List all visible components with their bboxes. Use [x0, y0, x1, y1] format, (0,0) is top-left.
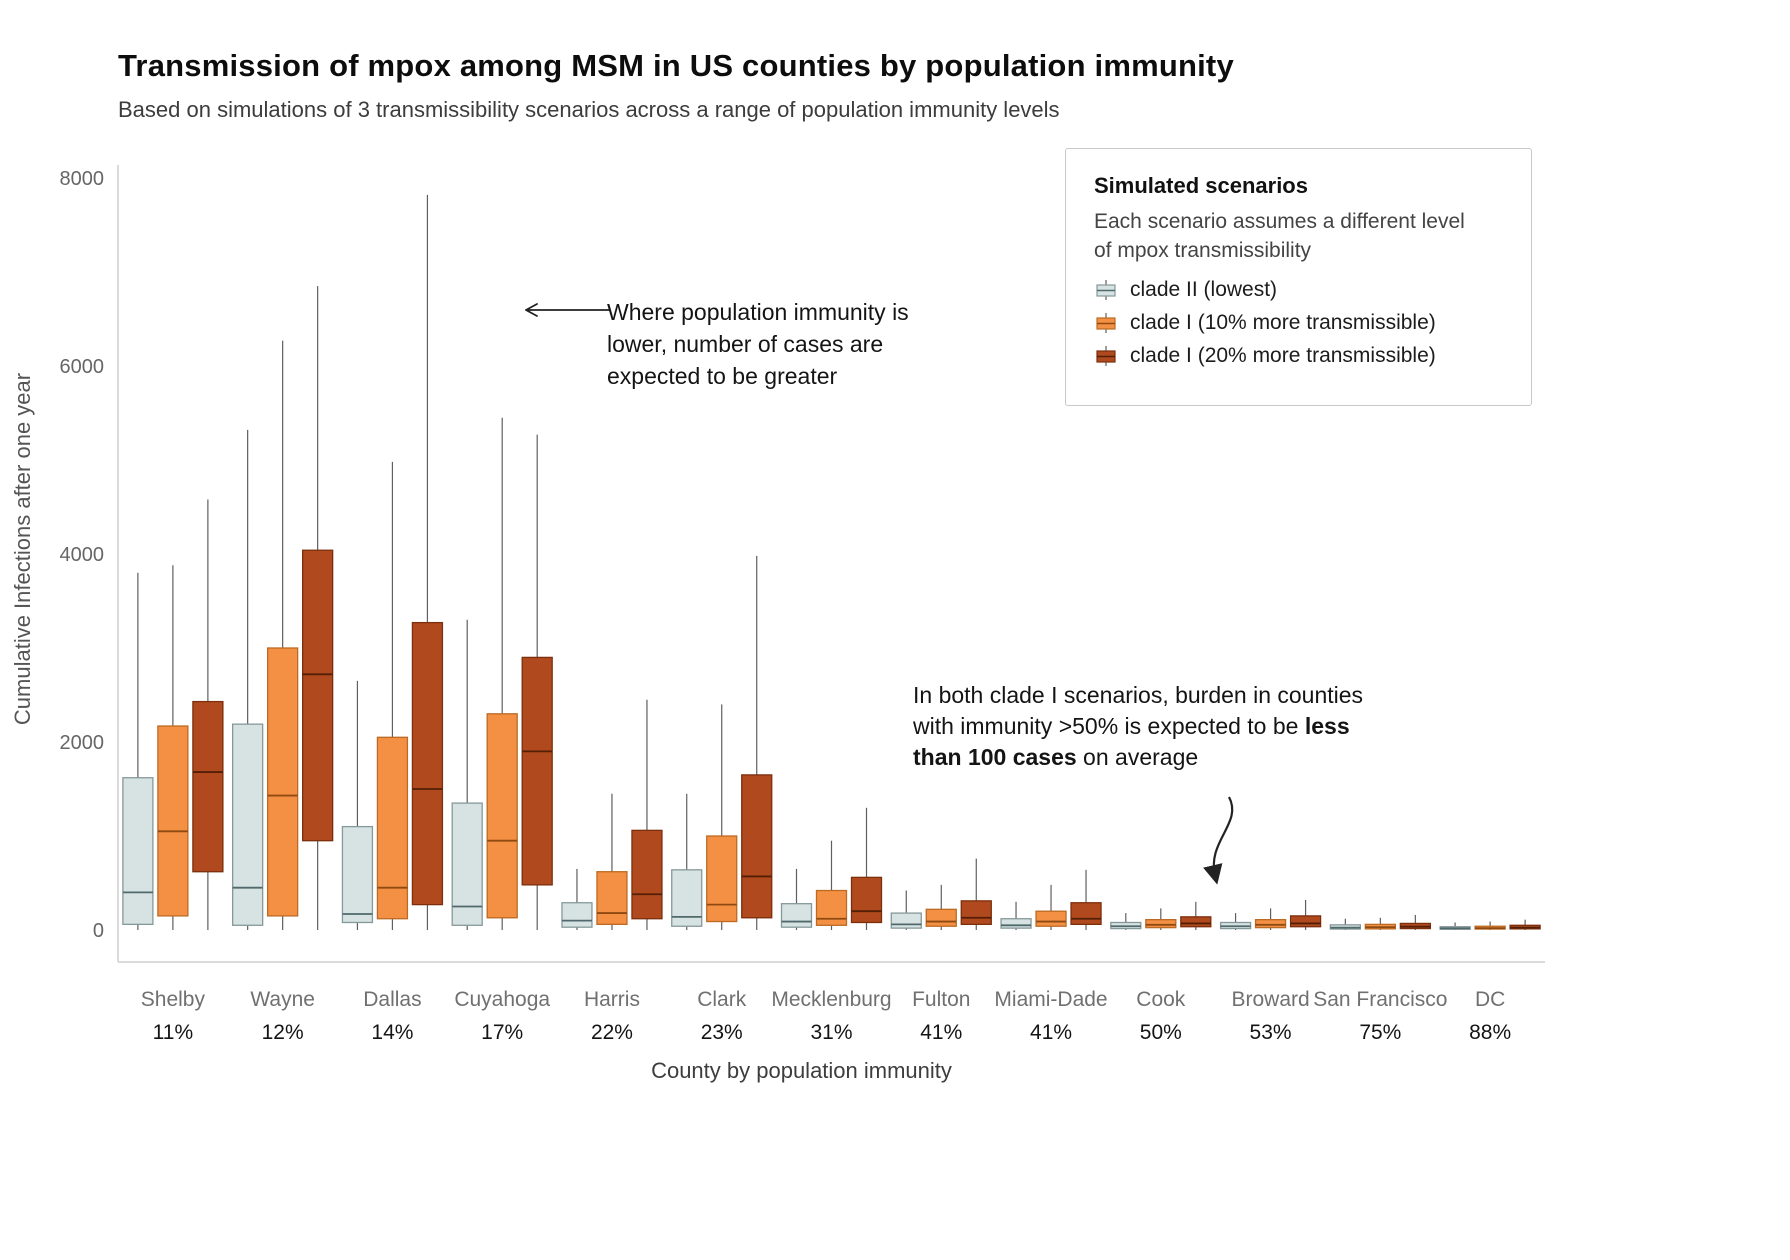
box — [890, 912, 922, 929]
legend-item-label: clade I (20% more transmissible) — [1130, 344, 1436, 367]
box — [122, 777, 154, 926]
county-label: Broward — [1231, 988, 1309, 1011]
county-label: Cook — [1136, 988, 1186, 1011]
county-label: Shelby — [141, 988, 206, 1011]
box — [815, 889, 848, 926]
boxplot-swatch-icon — [1096, 313, 1116, 333]
county-label: Clark — [697, 988, 747, 1011]
box — [741, 774, 773, 919]
box — [1254, 919, 1287, 929]
annotation-bold-text: less than 100 cases — [913, 713, 1350, 770]
legend-item-clade2: clade II (lowest) — [1094, 278, 1503, 302]
chart-subtitle: Based on simulations of 3 transmissibili… — [118, 97, 1060, 122]
box — [1070, 902, 1102, 926]
box — [486, 713, 518, 919]
legend-title: Simulated scenarios — [1094, 173, 1308, 198]
y-tick-label: 4000 — [60, 544, 105, 566]
box — [780, 903, 813, 928]
immunity-label: 23% — [701, 1021, 743, 1044]
box — [267, 647, 299, 917]
immunity-label: 17% — [481, 1021, 523, 1044]
immunity-label: 14% — [371, 1021, 413, 1044]
annotation-text: on average — [1076, 744, 1199, 770]
box — [1145, 919, 1177, 929]
immunity-label: 41% — [1030, 1021, 1072, 1044]
boxplot-swatch-icon — [1096, 280, 1116, 300]
box — [561, 902, 593, 928]
immunity-label: 50% — [1140, 1021, 1182, 1044]
box — [631, 829, 663, 920]
y-tick-label: 6000 — [60, 356, 105, 378]
box — [1180, 916, 1212, 928]
box — [671, 869, 703, 927]
county-label: Fulton — [912, 988, 970, 1011]
curved-down-arrow-icon — [1203, 796, 1234, 885]
box — [232, 723, 264, 926]
county-label: Miami-Dade — [994, 988, 1107, 1011]
county-label: Cuyahoga — [454, 988, 550, 1011]
legend-item-label: clade I (10% more transmissible) — [1130, 311, 1436, 334]
immunity-label: 22% — [591, 1021, 633, 1044]
legend-description: Each scenario assumes a different level … — [1094, 210, 1465, 262]
county-label: Wayne — [250, 988, 315, 1011]
immunity-label: 88% — [1469, 1021, 1511, 1044]
box — [521, 656, 553, 886]
legend-item-clade1-10: clade I (10% more transmissible) — [1094, 311, 1503, 335]
box — [1000, 918, 1032, 929]
box — [960, 900, 992, 926]
immunity-label: 31% — [810, 1021, 852, 1044]
y-tick-label: 2000 — [60, 732, 105, 754]
x-axis-title: County by population immunity — [651, 1058, 952, 1083]
county-label: Dallas — [363, 988, 421, 1011]
y-tick-label: 8000 — [60, 168, 105, 190]
boxplot-swatch-icon — [1096, 346, 1116, 366]
county-label: DC — [1475, 988, 1505, 1011]
annotation-high-immunity: In both clade I scenarios, burden in cou… — [913, 680, 1391, 773]
box — [341, 825, 374, 924]
county-label: Mecklenburg — [771, 988, 891, 1011]
box — [596, 871, 628, 926]
box — [376, 736, 409, 920]
y-tick-label: 0 — [93, 920, 104, 942]
box — [1289, 915, 1322, 928]
box — [192, 700, 224, 873]
box — [925, 908, 957, 927]
box — [451, 802, 483, 926]
county-label: San Francisco — [1313, 988, 1447, 1011]
immunity-label: 75% — [1359, 1021, 1401, 1044]
box — [850, 876, 883, 924]
box — [302, 549, 334, 842]
immunity-label: 12% — [262, 1021, 304, 1044]
box — [157, 725, 189, 917]
legend-item-clade1-20: clade I (20% more transmissible) — [1094, 344, 1503, 368]
immunity-label: 41% — [920, 1021, 962, 1044]
legend-item-label: clade II (lowest) — [1130, 278, 1278, 301]
annotation-text: In both clade I scenarios, burden in cou… — [913, 682, 1364, 739]
county-label: Harris — [584, 988, 640, 1011]
box — [1035, 910, 1067, 927]
immunity-label: 53% — [1250, 1021, 1292, 1044]
immunity-label: 11% — [153, 1021, 193, 1044]
y-axis-title: Cumulative Infections after one year — [10, 373, 35, 725]
chart-title: Transmission of mpox among MSM in US cou… — [118, 48, 1234, 83]
annotation-low-immunity: Where population immunity is lower, numb… — [607, 299, 909, 389]
left-arrow-icon — [525, 303, 611, 317]
legend-box: Simulated scenarios Each scenario assume… — [1065, 148, 1532, 406]
box — [706, 835, 738, 923]
box — [411, 621, 444, 906]
